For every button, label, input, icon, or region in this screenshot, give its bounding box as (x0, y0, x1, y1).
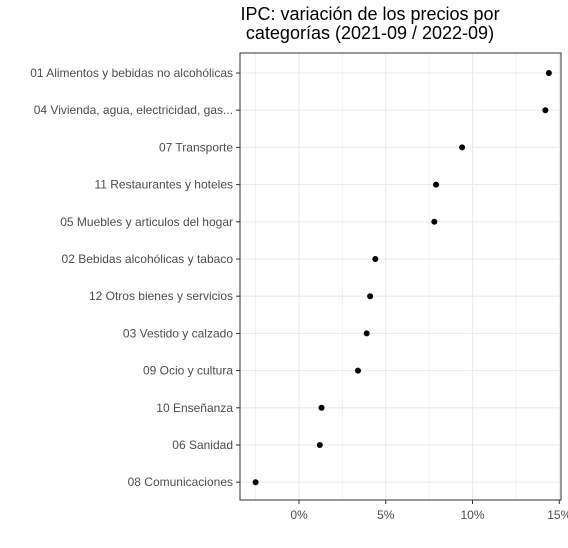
category-label: 06 Sanidad (172, 438, 233, 452)
data-point (363, 330, 370, 337)
major-gridlines (240, 53, 561, 500)
data-point (367, 293, 374, 300)
data-point (318, 404, 325, 411)
data-point (545, 70, 552, 76)
x-tick-label: 5% (377, 508, 395, 522)
minor-gridlines (255, 53, 517, 500)
chart-title-line-2: categorías (2021-09 / 2022-09) (246, 23, 494, 43)
category-label: 07 Transporte (159, 140, 233, 154)
category-label: 11 Restaurantes y hoteles (94, 178, 233, 192)
x-tick-label: 0% (290, 508, 308, 522)
category-label: 08 Comunicaciones (128, 475, 233, 489)
data-point (372, 256, 379, 262)
panel-border (239, 52, 562, 501)
x-tick-label: 10% (460, 508, 484, 522)
category-label: 01 Alimentos y bebidas no alcohólicas (30, 66, 233, 80)
category-label: 03 Vestido y calzado (123, 326, 233, 340)
chart-title: IPC: variación de los precios por catego… (240, 4, 499, 43)
x-axis: 0% 5% 10% 15% (290, 500, 568, 522)
data-point (542, 107, 549, 114)
category-label: 10 Enseñanza (156, 401, 233, 415)
data-point (354, 367, 361, 374)
y-axis: 01 Alimentos y bebidas no alcohólicas 04 … (30, 66, 240, 489)
data-point (459, 144, 466, 151)
category-label: 09 Ocio y cultura (143, 364, 233, 378)
category-label: 05 Muebles y articulos del hogar (60, 215, 233, 229)
data-point (433, 181, 440, 188)
data-point (316, 442, 323, 448)
data-point (431, 218, 438, 225)
data-points (252, 70, 552, 486)
data-point (252, 479, 259, 486)
chart-title-line-1: IPC: variación de los precios por (240, 4, 499, 24)
category-label: 04 Vivienda, agua, electricidad, gas... (34, 103, 233, 117)
category-label: 12 Otros bienes y servicios (89, 289, 233, 303)
x-tick-label: 15% (547, 508, 568, 522)
category-label: 02 Bebidas alcohólicas y tabaco (62, 252, 234, 266)
